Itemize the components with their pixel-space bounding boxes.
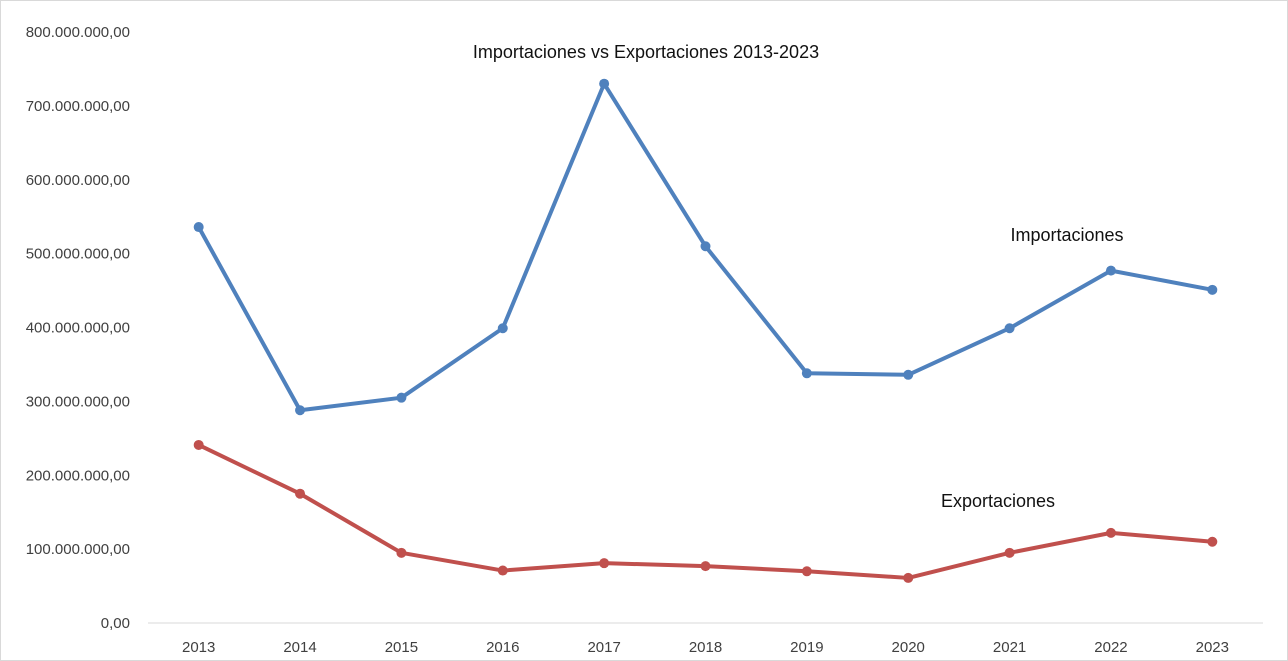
x-axis-tick-labels: 2013 2014 2015 2016 2017 2018 2019 2020 2021 2022… bbox=[182, 639, 1229, 656]
x-tick-label: 2013 bbox=[182, 639, 215, 656]
importaciones-point bbox=[193, 222, 204, 233]
importaciones-point bbox=[295, 405, 306, 416]
importaciones-point bbox=[700, 241, 711, 252]
importaciones-point bbox=[801, 368, 812, 379]
y-axis-tick-labels: 0,00 100.000.000,00 200.000.000,00 300.000.… bbox=[26, 24, 130, 632]
importaciones-point bbox=[599, 78, 610, 89]
y-tick-label: 800.000.000,00 bbox=[26, 24, 130, 41]
exportaciones-point bbox=[1105, 527, 1116, 538]
exportaciones-annotation: Exportaciones bbox=[941, 491, 1055, 511]
importaciones-annotation: Importaciones bbox=[1010, 225, 1123, 245]
x-tick-label: 2016 bbox=[486, 639, 519, 656]
y-tick-label: 300.000.000,00 bbox=[26, 393, 130, 410]
x-tick-label: 2014 bbox=[283, 639, 316, 656]
x-tick-label: 2015 bbox=[385, 639, 418, 656]
x-tick-label: 2019 bbox=[790, 639, 823, 656]
x-tick-label: 2018 bbox=[689, 639, 722, 656]
exportaciones-point bbox=[193, 439, 204, 450]
exportaciones-point bbox=[700, 561, 711, 572]
y-tick-label: 400.000.000,00 bbox=[26, 320, 130, 337]
exportaciones-point bbox=[801, 566, 812, 577]
y-tick-label: 200.000.000,00 bbox=[26, 467, 130, 484]
exportaciones-point bbox=[1207, 536, 1218, 547]
exportaciones-point bbox=[903, 572, 914, 583]
chart-title: Importaciones vs Exportaciones 2013-2023 bbox=[473, 42, 819, 62]
y-tick-label: 500.000.000,00 bbox=[26, 246, 130, 263]
exportaciones-point bbox=[497, 565, 508, 576]
y-tick-label: 100.000.000,00 bbox=[26, 541, 130, 558]
importaciones-point bbox=[1004, 323, 1015, 334]
exportaciones-point bbox=[295, 488, 306, 499]
y-tick-label: 700.000.000,00 bbox=[26, 98, 130, 115]
exportaciones-point bbox=[599, 558, 610, 569]
x-tick-label: 2021 bbox=[993, 639, 1026, 656]
exportaciones-series-line bbox=[196, 442, 1215, 580]
x-tick-label: 2020 bbox=[892, 639, 925, 656]
importaciones-point bbox=[396, 392, 407, 403]
importaciones-point bbox=[903, 369, 914, 380]
importaciones-point bbox=[1105, 265, 1116, 276]
series-layer bbox=[193, 78, 1218, 583]
x-tick-label: 2017 bbox=[587, 639, 620, 656]
importaciones-point bbox=[497, 323, 508, 334]
exportaciones-point bbox=[1004, 547, 1015, 558]
y-tick-label: 0,00 bbox=[101, 615, 130, 632]
x-tick-label: 2022 bbox=[1094, 639, 1127, 656]
importaciones-point bbox=[1207, 284, 1218, 295]
x-tick-label: 2023 bbox=[1196, 639, 1229, 656]
y-tick-label: 600.000.000,00 bbox=[26, 172, 130, 189]
exportaciones-point bbox=[396, 547, 407, 558]
